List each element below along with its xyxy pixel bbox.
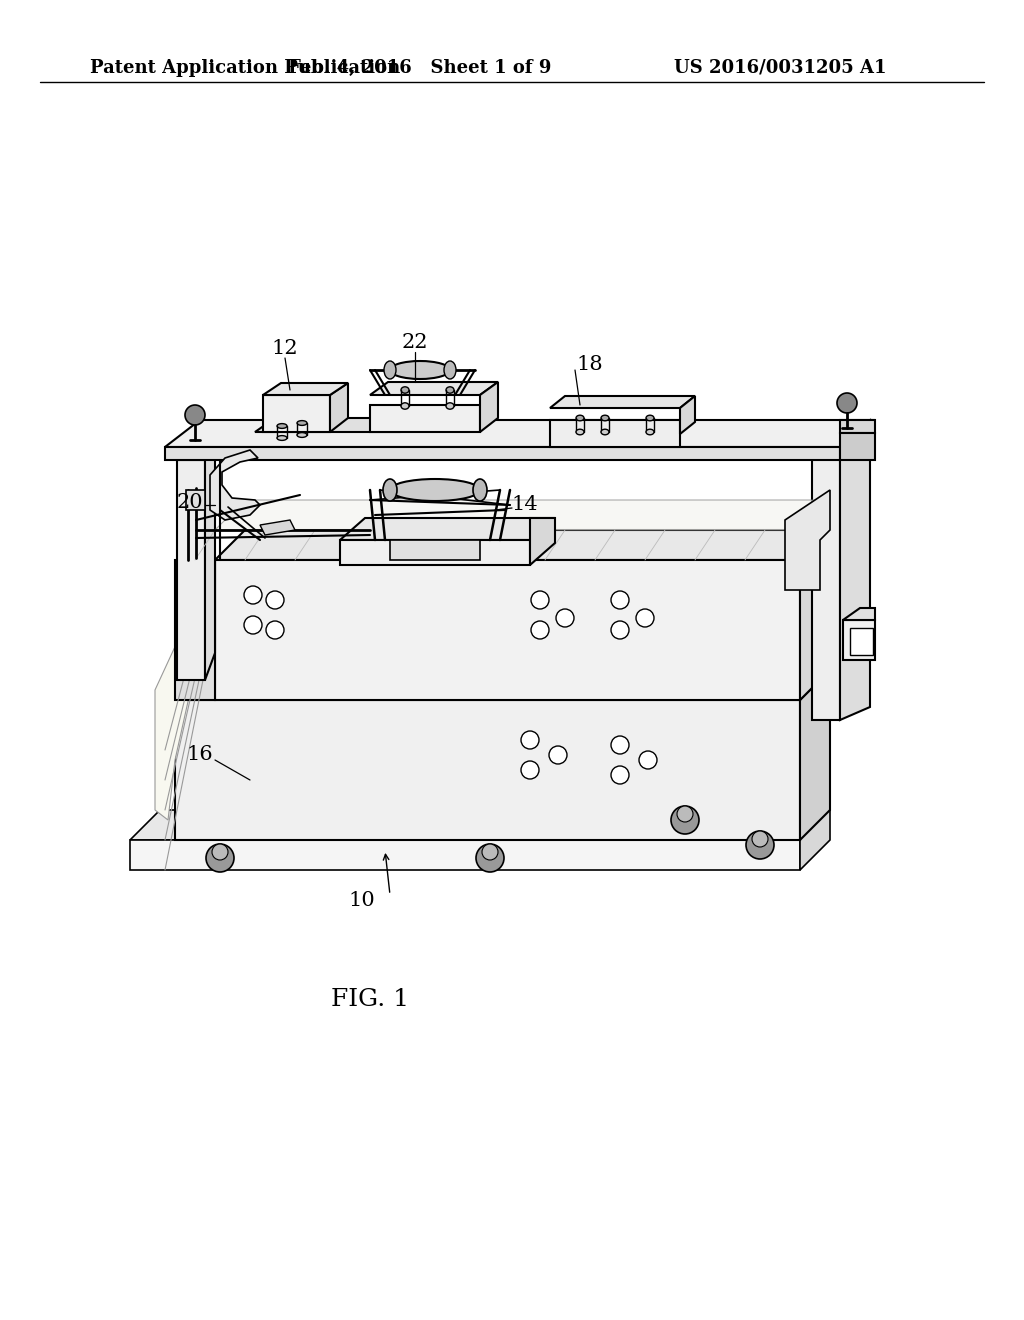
Text: 16: 16 — [186, 746, 213, 764]
Circle shape — [611, 766, 629, 784]
Text: 20: 20 — [177, 492, 204, 511]
Polygon shape — [800, 531, 830, 700]
Ellipse shape — [278, 424, 287, 429]
Ellipse shape — [575, 416, 584, 421]
Ellipse shape — [384, 360, 396, 379]
Polygon shape — [210, 450, 260, 520]
Polygon shape — [812, 433, 840, 719]
Ellipse shape — [401, 387, 409, 393]
Ellipse shape — [401, 403, 409, 409]
Polygon shape — [840, 420, 874, 433]
Polygon shape — [800, 671, 830, 840]
Ellipse shape — [297, 433, 307, 437]
Polygon shape — [330, 383, 348, 432]
Ellipse shape — [390, 360, 450, 379]
Polygon shape — [263, 395, 330, 432]
Polygon shape — [177, 459, 205, 680]
Ellipse shape — [297, 421, 307, 425]
Circle shape — [556, 609, 574, 627]
Ellipse shape — [383, 479, 397, 502]
Polygon shape — [175, 700, 800, 840]
Text: 22: 22 — [401, 333, 428, 351]
Text: 18: 18 — [577, 355, 603, 375]
Polygon shape — [840, 433, 874, 459]
Circle shape — [531, 591, 549, 609]
Ellipse shape — [646, 416, 654, 421]
Polygon shape — [340, 540, 530, 565]
Circle shape — [611, 620, 629, 639]
Circle shape — [837, 393, 857, 413]
Polygon shape — [550, 396, 695, 408]
Polygon shape — [843, 620, 874, 660]
Ellipse shape — [646, 429, 654, 434]
Polygon shape — [680, 396, 695, 434]
Ellipse shape — [278, 436, 287, 441]
Circle shape — [266, 591, 284, 609]
Circle shape — [611, 737, 629, 754]
Polygon shape — [370, 405, 480, 432]
Circle shape — [611, 591, 629, 609]
Polygon shape — [850, 628, 873, 655]
Ellipse shape — [575, 429, 584, 434]
Circle shape — [212, 843, 228, 861]
Circle shape — [752, 832, 768, 847]
Circle shape — [185, 405, 205, 425]
Circle shape — [639, 751, 657, 770]
Polygon shape — [215, 531, 830, 560]
Polygon shape — [165, 447, 840, 459]
Polygon shape — [840, 420, 870, 719]
Circle shape — [476, 843, 504, 873]
Ellipse shape — [390, 479, 480, 502]
Polygon shape — [340, 517, 555, 540]
Circle shape — [531, 620, 549, 639]
Polygon shape — [255, 418, 420, 432]
Circle shape — [671, 807, 699, 834]
Text: 10: 10 — [348, 891, 376, 909]
Circle shape — [521, 731, 539, 748]
Ellipse shape — [446, 387, 454, 393]
Polygon shape — [530, 517, 555, 565]
Ellipse shape — [446, 403, 454, 409]
Polygon shape — [785, 490, 830, 590]
Ellipse shape — [601, 429, 609, 434]
Polygon shape — [550, 420, 680, 447]
Circle shape — [482, 843, 498, 861]
Polygon shape — [175, 560, 215, 700]
Polygon shape — [843, 609, 874, 620]
Text: US 2016/0031205 A1: US 2016/0031205 A1 — [674, 59, 886, 77]
Polygon shape — [165, 433, 874, 459]
Circle shape — [677, 807, 693, 822]
Circle shape — [521, 762, 539, 779]
Polygon shape — [130, 810, 830, 840]
Circle shape — [266, 620, 284, 639]
Circle shape — [549, 746, 567, 764]
Polygon shape — [186, 490, 205, 510]
Polygon shape — [800, 810, 830, 870]
Polygon shape — [390, 540, 480, 560]
Circle shape — [244, 586, 262, 605]
Circle shape — [206, 843, 234, 873]
Text: FIG. 1: FIG. 1 — [331, 989, 409, 1011]
Circle shape — [636, 609, 654, 627]
Polygon shape — [215, 560, 800, 700]
Polygon shape — [215, 500, 830, 531]
Polygon shape — [260, 520, 295, 535]
Polygon shape — [155, 560, 215, 820]
Polygon shape — [263, 383, 348, 395]
Circle shape — [746, 832, 774, 859]
Text: Patent Application Publication: Patent Application Publication — [90, 59, 400, 77]
Text: 12: 12 — [271, 338, 298, 358]
Ellipse shape — [444, 360, 456, 379]
Polygon shape — [165, 420, 874, 447]
Text: 14: 14 — [512, 495, 539, 515]
Polygon shape — [130, 840, 800, 870]
Polygon shape — [370, 381, 498, 395]
Ellipse shape — [601, 416, 609, 421]
Circle shape — [244, 616, 262, 634]
Ellipse shape — [473, 479, 487, 502]
Text: Feb. 4, 2016   Sheet 1 of 9: Feb. 4, 2016 Sheet 1 of 9 — [289, 59, 552, 77]
Polygon shape — [205, 433, 215, 680]
Polygon shape — [480, 381, 498, 432]
